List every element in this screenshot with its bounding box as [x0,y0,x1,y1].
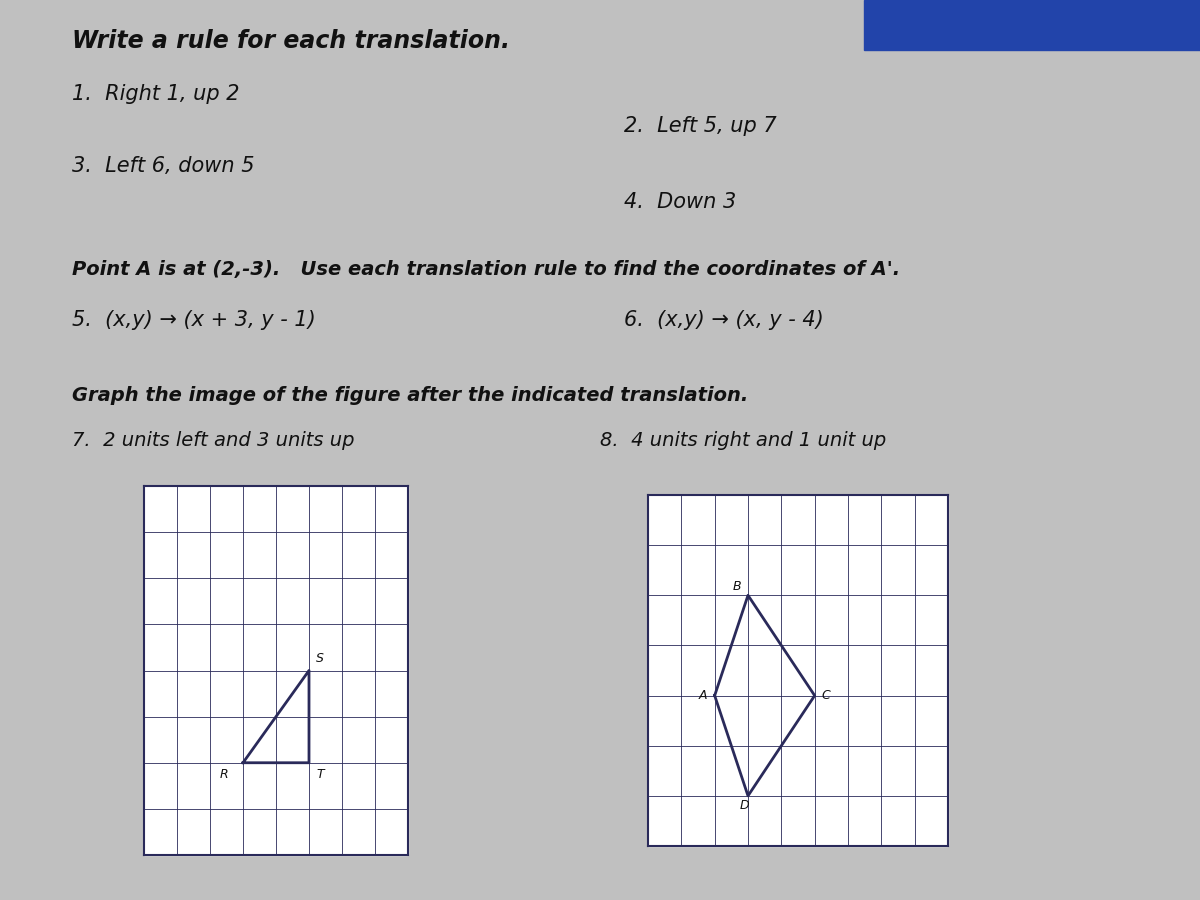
Text: C: C [822,689,830,702]
Text: Graph the image of the figure after the indicated translation.: Graph the image of the figure after the … [72,386,749,406]
Text: 1.  Right 1, up 2: 1. Right 1, up 2 [72,85,240,104]
Text: A: A [698,689,708,702]
Bar [864,0,1200,50]
Text: Point A is at (2,-3).   Use each translation rule to find the coordinates of A'.: Point A is at (2,-3). Use each translati… [72,260,900,280]
Text: D: D [739,798,749,812]
Text: 8.  4 units right and 1 unit up: 8. 4 units right and 1 unit up [600,431,887,451]
Text: 7.  2 units left and 3 units up: 7. 2 units left and 3 units up [72,431,354,451]
Text: R: R [220,769,228,781]
Bar [648,495,948,846]
Text: 2.  Left 5, up 7: 2. Left 5, up 7 [624,116,776,136]
Text: 5.  (x,y) → (x + 3, y - 1): 5. (x,y) → (x + 3, y - 1) [72,310,316,329]
Text: S: S [317,652,324,665]
Text: B: B [732,580,740,592]
Bar [144,486,408,855]
Text: 6.  (x,y) → (x, y - 4): 6. (x,y) → (x, y - 4) [624,310,823,329]
Text: Write a rule for each translation.: Write a rule for each translation. [72,29,510,52]
Text: 3.  Left 6, down 5: 3. Left 6, down 5 [72,157,254,176]
Text: T: T [317,769,324,781]
Text: 4.  Down 3: 4. Down 3 [624,193,737,212]
